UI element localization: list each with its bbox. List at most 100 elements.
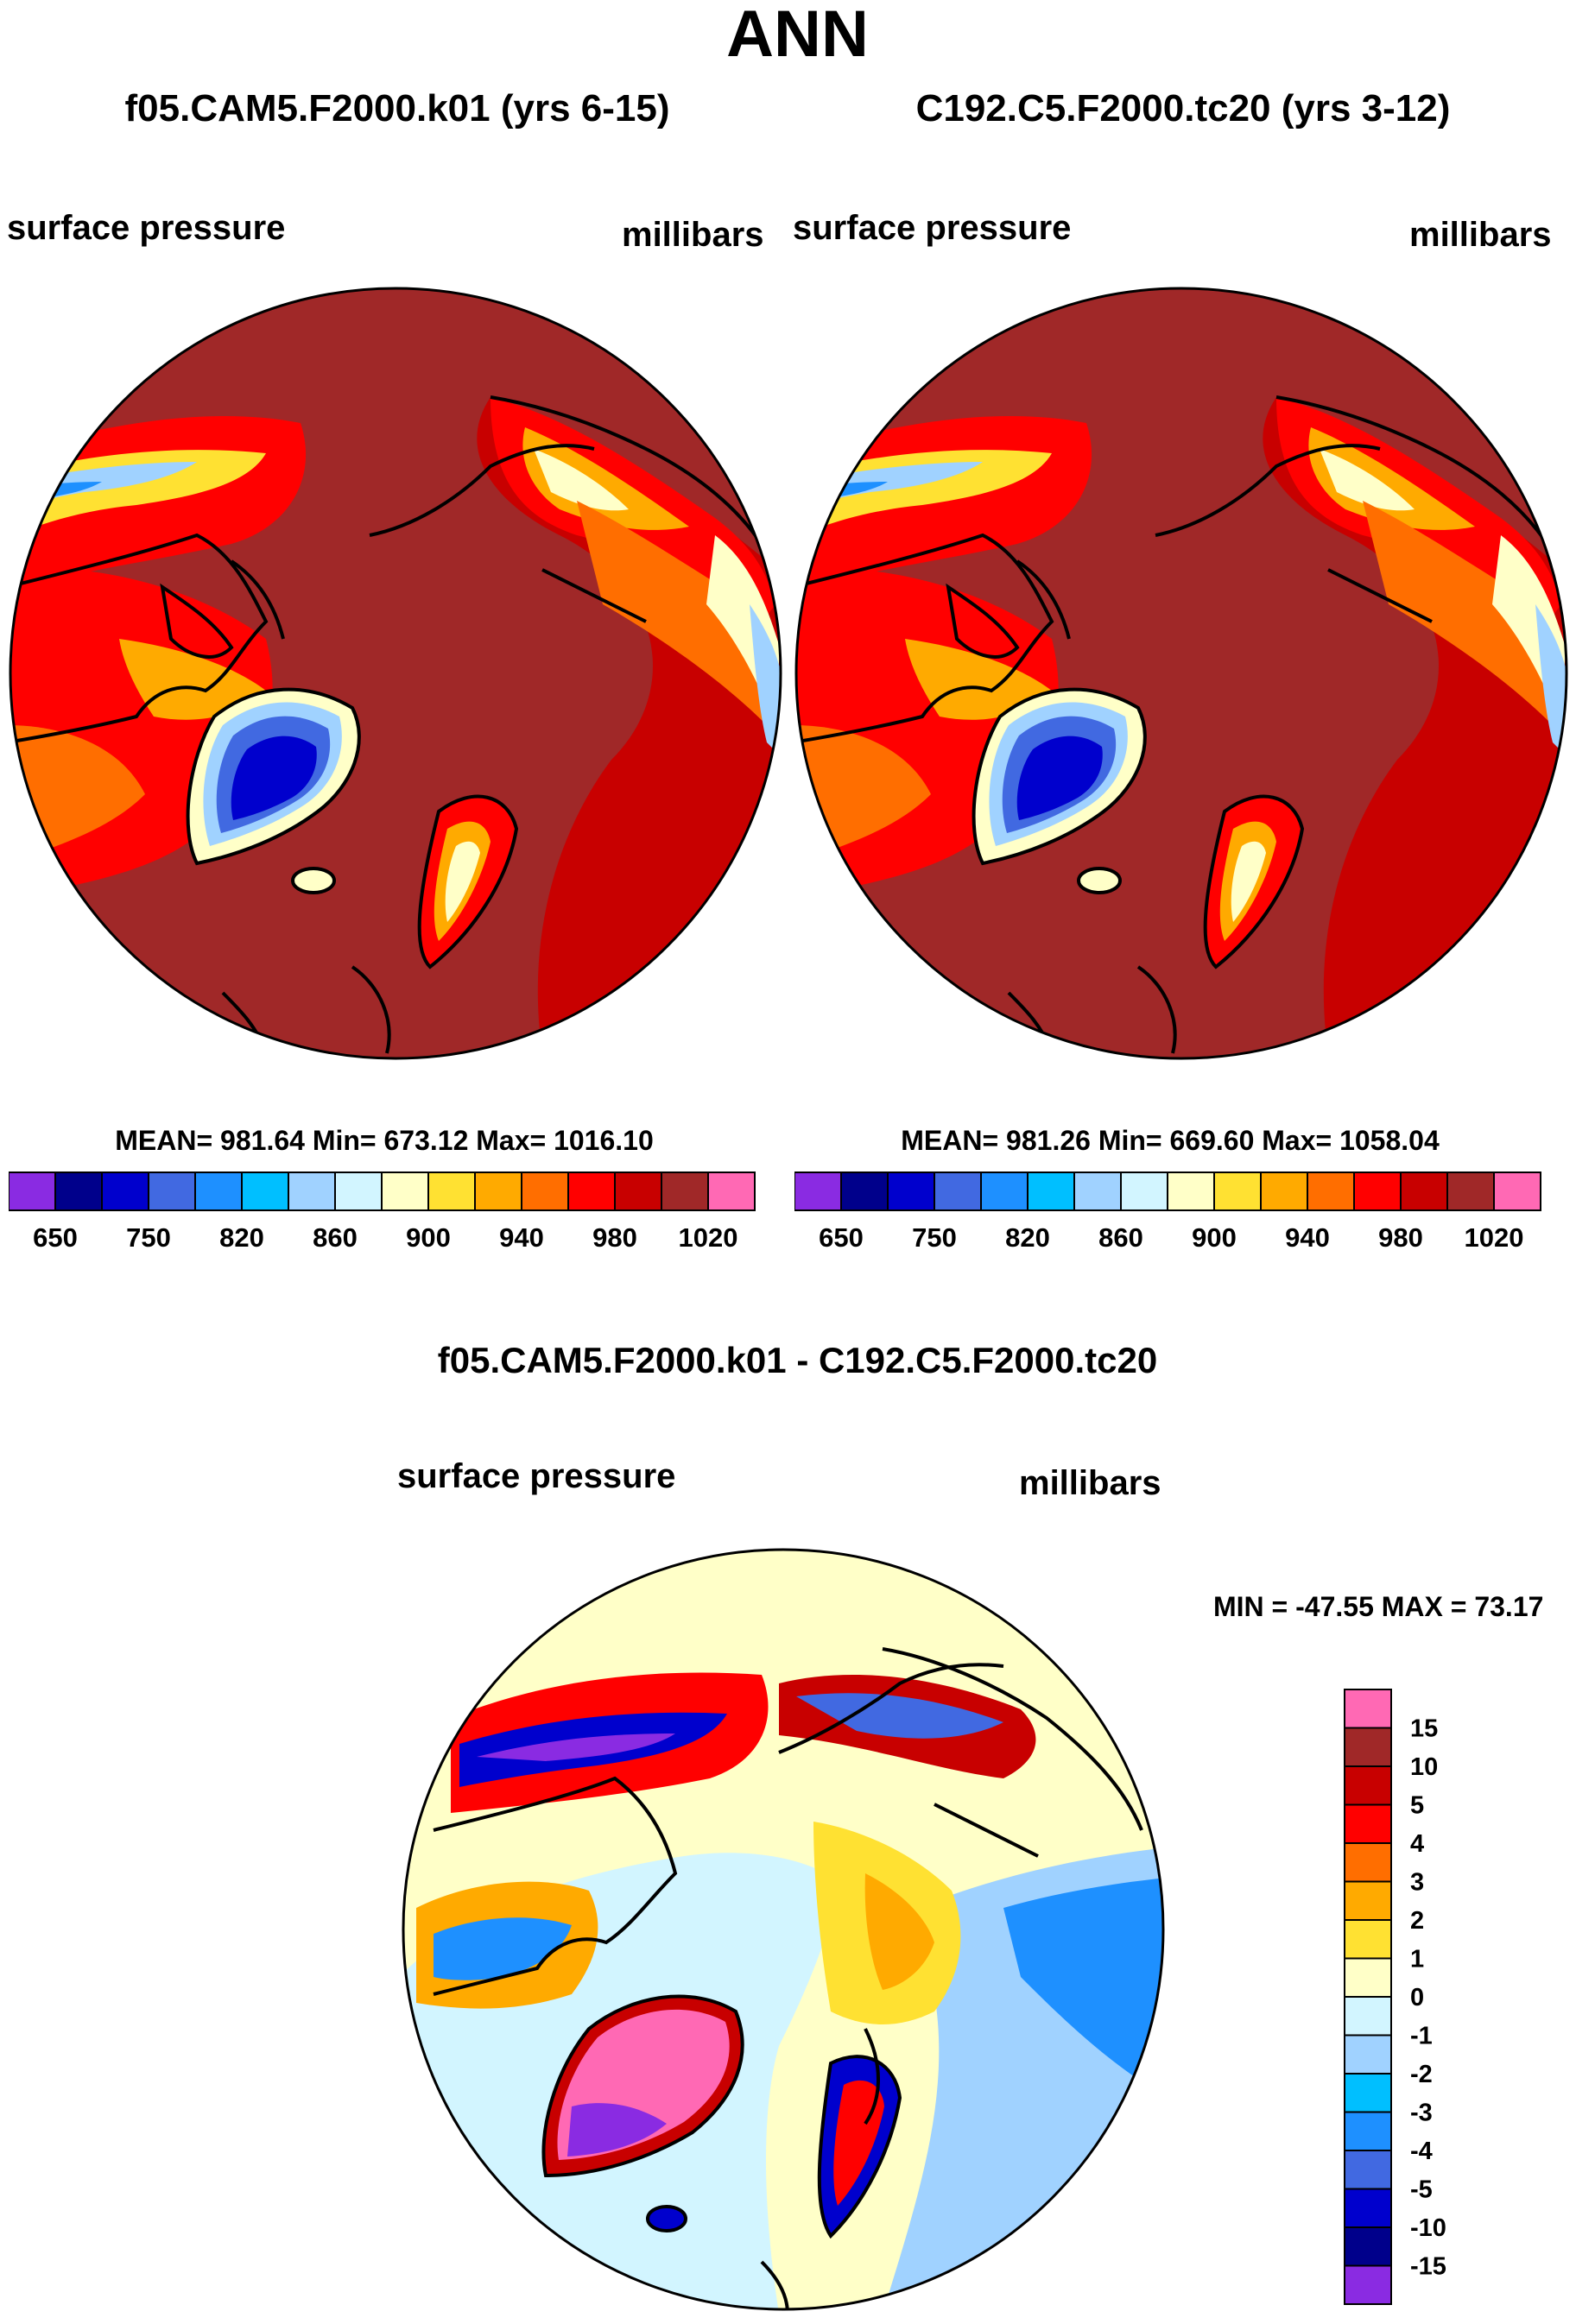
iceland	[1079, 868, 1120, 893]
colorbar-tick-label: 820	[219, 1222, 264, 1253]
eurasia-band-orange	[522, 427, 689, 530]
colorbar-tick-label: 980	[592, 1222, 637, 1253]
colorbar-tick-label: 4	[1410, 1830, 1424, 1858]
colorbar-swatch	[9, 1171, 56, 1211]
colorbar-swatch	[1344, 2226, 1392, 2267]
colorbar-tick-label: 940	[499, 1222, 544, 1253]
colorbar-tick-label: 900	[406, 1222, 451, 1253]
colorbar-swatch	[1344, 2111, 1392, 2151]
colorbar-swatch	[1344, 2034, 1392, 2075]
colorbar-swatch	[1344, 2073, 1392, 2113]
colorbar-swatch	[980, 1171, 1029, 1211]
coastlines	[796, 395, 1554, 1054]
colorbar-swatch	[288, 1171, 336, 1211]
diff-map	[402, 1548, 1165, 2311]
colorbar-swatch	[707, 1171, 756, 1211]
colorbar-swatch	[1073, 1171, 1122, 1211]
greenland-core	[231, 736, 317, 820]
panel-1-title: f05.CAM5.F2000.k01 (yrs 6-15)	[124, 87, 670, 129]
colorbar-swatch	[148, 1171, 196, 1211]
colorbar-swatch	[1493, 1171, 1541, 1211]
colorbar-tick-label: -4	[1410, 2138, 1433, 2165]
panel-2-right-label: millibars	[1409, 216, 1552, 254]
panel-1-map	[9, 287, 782, 1060]
canada-rockies	[119, 639, 266, 720]
panel-2-left-label: surface pressure	[793, 209, 1072, 247]
colorbar-tick-label: 900	[1192, 1222, 1237, 1253]
colorbar-swatch	[1307, 1171, 1355, 1211]
diff-alaska-purple	[477, 1734, 675, 1761]
diff-canada-blue	[434, 1917, 572, 1980]
diff-greenland-purple	[567, 2103, 667, 2157]
colorbar-swatch	[1213, 1171, 1262, 1211]
diff-title: f05.CAM5.F2000.k01 - C192.C5.F2000.tc20	[437, 1340, 1158, 1380]
colorbar-swatch	[101, 1171, 149, 1211]
map-border	[402, 1548, 1165, 2311]
colorbar-swatch	[1167, 1171, 1215, 1211]
colorbar-swatch	[1120, 1171, 1168, 1211]
diff-iceland	[648, 2207, 686, 2231]
colorbar-swatch	[840, 1171, 889, 1211]
colorbar-swatch	[1344, 1727, 1392, 1767]
panel-1-colorbar: 650 750 820 860 900 940 980 1020	[9, 1171, 756, 1253]
colorbar-tick-label: 860	[313, 1222, 358, 1253]
colorbar-tick-label: -2	[1410, 2061, 1433, 2088]
colorbar-tick-label: 1020	[679, 1222, 738, 1253]
panel-1-left-label: surface pressure	[7, 209, 286, 247]
colorbar-tick-label: -3	[1410, 2100, 1433, 2127]
panel-1-stats: MEAN= 981.64 Min= 673.12 Max= 1016.10	[115, 1125, 654, 1156]
diff-siberia-blue	[796, 1693, 1003, 1739]
diff-orange-arctic	[864, 1873, 934, 1990]
colorbar-swatch	[54, 1171, 103, 1211]
colorbar-swatch	[1344, 1842, 1392, 1883]
colorbar-swatch	[1353, 1171, 1402, 1211]
colorbar-tick-label: 820	[1005, 1222, 1050, 1253]
colorbar-tick-label: -5	[1410, 2176, 1433, 2204]
colorbar-swatch	[1344, 1765, 1392, 1806]
panel-2-map	[794, 287, 1568, 1060]
colorbar-tick-label: 750	[126, 1222, 171, 1253]
colorbar-tick-label: 650	[819, 1222, 864, 1253]
colorbar-tick-label: 15	[1410, 1715, 1438, 1743]
iceland	[293, 868, 334, 893]
colorbar-swatch	[1344, 1919, 1392, 1960]
colorbar-swatch	[567, 1171, 616, 1211]
colorbar-tick-label: -10	[1410, 2214, 1446, 2242]
colorbar-tick-label: 1020	[1465, 1222, 1524, 1253]
colorbar-swatch	[1260, 1171, 1308, 1211]
eurasia-band-orange	[1308, 427, 1475, 530]
colorbar-swatch	[194, 1171, 243, 1211]
eurasia-band-yellow	[534, 449, 629, 511]
colorbar-swatch	[1344, 1957, 1392, 1998]
diff-blue-deep	[1003, 1878, 1163, 2098]
colorbar-swatch	[934, 1171, 982, 1211]
eurasia-band-orange2	[577, 501, 767, 725]
colorbar-swatch	[661, 1171, 709, 1211]
colorbar-tick-label: 3	[1410, 1869, 1424, 1897]
canada-rockies	[905, 639, 1052, 720]
colorbar-tick-label: 980	[1378, 1222, 1423, 1253]
scandinavia-yellow	[1231, 841, 1266, 922]
scandinavia-yellow	[445, 841, 480, 922]
map-border	[794, 287, 1568, 1060]
colorbar-tick-label: 940	[1285, 1222, 1330, 1253]
colorbar-swatch	[1344, 2264, 1392, 2305]
colorbar-tick-label: 650	[33, 1222, 78, 1253]
colorbar-tick-label: 2	[1410, 1907, 1424, 1935]
colorbar-tick-label: 5	[1410, 1792, 1424, 1820]
tibet-blue	[750, 604, 781, 760]
figure-title: ANN	[726, 0, 869, 71]
tibet-blue	[1535, 604, 1567, 760]
colorbar-tick-label: 750	[912, 1222, 957, 1253]
coastlines	[433, 1647, 1143, 2309]
colorbar-tick-label: -1	[1410, 2023, 1433, 2050]
panel-1-right-label: millibars	[622, 216, 764, 254]
colorbar-tick-label: -15	[1410, 2253, 1446, 2281]
colorbar-swatch	[1344, 2150, 1392, 2190]
panel-2-title: C192.C5.F2000.tc20 (yrs 3-12)	[915, 87, 1451, 129]
colorbar-swatch	[1344, 1689, 1392, 1729]
panel-2-stats: MEAN= 981.26 Min= 669.60 Max= 1058.04	[901, 1125, 1440, 1156]
colorbar-swatch	[1344, 1803, 1392, 1844]
greenland-core	[1016, 736, 1103, 820]
colorbar-swatch	[1027, 1171, 1075, 1211]
